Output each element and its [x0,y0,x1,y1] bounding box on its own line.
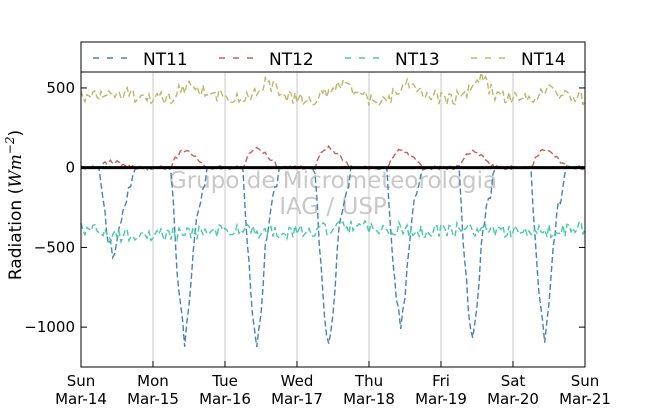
watermark: Grupo de Micrometeorologia IAG / USP [169,168,497,220]
x-axis: SunMar-14MonMar-15TueMar-16WedMar-17ThuM… [55,361,611,408]
x-tick-date-label: Mar-15 [127,390,179,408]
x-tick-day-label: Sun [571,372,600,390]
x-tick-day-label: Tue [211,372,238,390]
y-axis-label-unit: Wm [6,154,26,188]
legend-label-nt13: NT13 [395,50,440,70]
legend-box [80,41,586,73]
x-tick-date-label: Mar-17 [271,390,323,408]
y-tick-label: 500 [46,79,75,97]
x-tick-day-label: Wed [281,372,314,390]
x-tick-day-label: Mon [137,372,169,390]
y-axis-label-close: ) [6,130,26,137]
x-tick-date-label: Mar-20 [487,390,539,408]
y-axis: 500 0 −500 −1000 [24,79,585,336]
y-axis-label: Radiation (Wm−2) [3,130,26,280]
legend-label-nt11: NT11 [143,50,188,70]
y-axis-label-main: Radiation ( [6,188,26,280]
grid [152,72,514,367]
y-tick-label: −500 [34,238,75,256]
x-tick-date-label: Mar-19 [415,390,467,408]
x-tick-date-label: Mar-14 [55,390,107,408]
x-tick-day-label: Fri [432,372,450,390]
series-nt14-line [80,72,586,107]
legend-label-nt14: NT14 [521,50,566,70]
series-nt11-line [80,164,586,348]
x-tick-day-label: Sat [501,372,526,390]
watermark-line-1: Grupo de Micrometeorologia [169,168,497,194]
series-nt13-line [80,219,586,245]
x-tick-day-label: Sun [67,372,96,390]
legend-label-nt12: NT12 [269,50,314,70]
legend: NT11 NT12 NT13 NT14 [80,41,586,73]
x-tick-date-label: Mar-18 [343,390,395,408]
x-tick-day-label: Thu [354,372,383,390]
x-tick-date-label: Mar-21 [559,390,611,408]
x-tick-date-label: Mar-16 [199,390,251,408]
y-axis-label-exponent: −2 [3,136,17,154]
watermark-line-2: IAG / USP [279,194,387,220]
y-tick-label: −1000 [24,318,75,336]
y-tick-label: 0 [65,159,75,177]
